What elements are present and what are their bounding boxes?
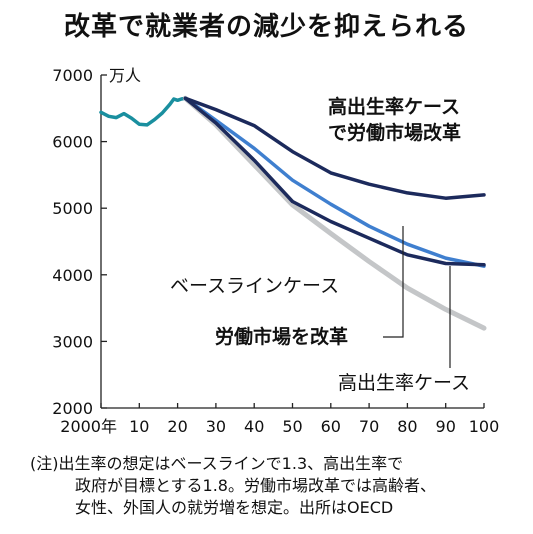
x-tick-label: 2000年 bbox=[60, 417, 117, 436]
chart-title: 改革で就業者の減少を抑えられる bbox=[63, 12, 469, 42]
footnote-line-1: (注)出生率の想定はベースラインで1.3、高出生率で bbox=[30, 454, 404, 473]
footnote-line-2: 政府が目標とする1.8。労働市場改革では高齢者、 bbox=[75, 476, 436, 495]
y-tick-label: 5000 bbox=[52, 199, 93, 218]
x-tick-label: 20 bbox=[167, 417, 187, 436]
x-tick-label: 40 bbox=[244, 417, 264, 436]
leader-line-labor bbox=[383, 226, 404, 338]
y-tick-label: 7000 bbox=[52, 66, 93, 85]
footnote: (注)出生率の想定はベースラインで1.3、高出生率で 政府が目標とする1.8。労… bbox=[30, 453, 525, 519]
series-line-both bbox=[183, 96, 486, 200]
x-tick-label: 30 bbox=[206, 417, 226, 436]
axes: 2000 3000 4000 5000 6000 7000 万人 2000年 10 20 30 40 5… bbox=[52, 66, 499, 436]
x-tick-label: 100 bbox=[469, 417, 500, 436]
series-label-labor: 労働市場を改革 bbox=[215, 325, 348, 348]
y-unit-label: 万人 bbox=[109, 66, 141, 85]
series-line-historical bbox=[99, 96, 188, 127]
x-tick-label: 50 bbox=[282, 417, 302, 436]
x-tick-label: 80 bbox=[397, 417, 417, 436]
series-label-baseline: ベースラインケース bbox=[170, 275, 339, 297]
series-layer bbox=[99, 95, 487, 331]
x-tick-label: 90 bbox=[436, 417, 456, 436]
series-line-birth bbox=[183, 96, 486, 268]
x-tick-label: 70 bbox=[359, 417, 379, 436]
y-tick-label: 6000 bbox=[52, 133, 93, 152]
y-tick-label: 4000 bbox=[52, 266, 93, 285]
series-label-birth: 高出生率ケース bbox=[338, 372, 470, 394]
y-tick-label: 2000 bbox=[52, 399, 93, 418]
y-tick-label: 3000 bbox=[52, 332, 93, 351]
x-tick-label: 10 bbox=[129, 417, 149, 436]
series-label-both: で労働市場改革 bbox=[328, 121, 461, 144]
series-line-labor bbox=[183, 96, 486, 267]
series-label-both: 高出生率ケース bbox=[328, 95, 460, 118]
series-line-baseline bbox=[182, 95, 487, 331]
footnote-line-3: 女性、外国人の就労増を想定。出所はOECD bbox=[75, 498, 394, 517]
x-tick-label: 60 bbox=[321, 417, 341, 436]
